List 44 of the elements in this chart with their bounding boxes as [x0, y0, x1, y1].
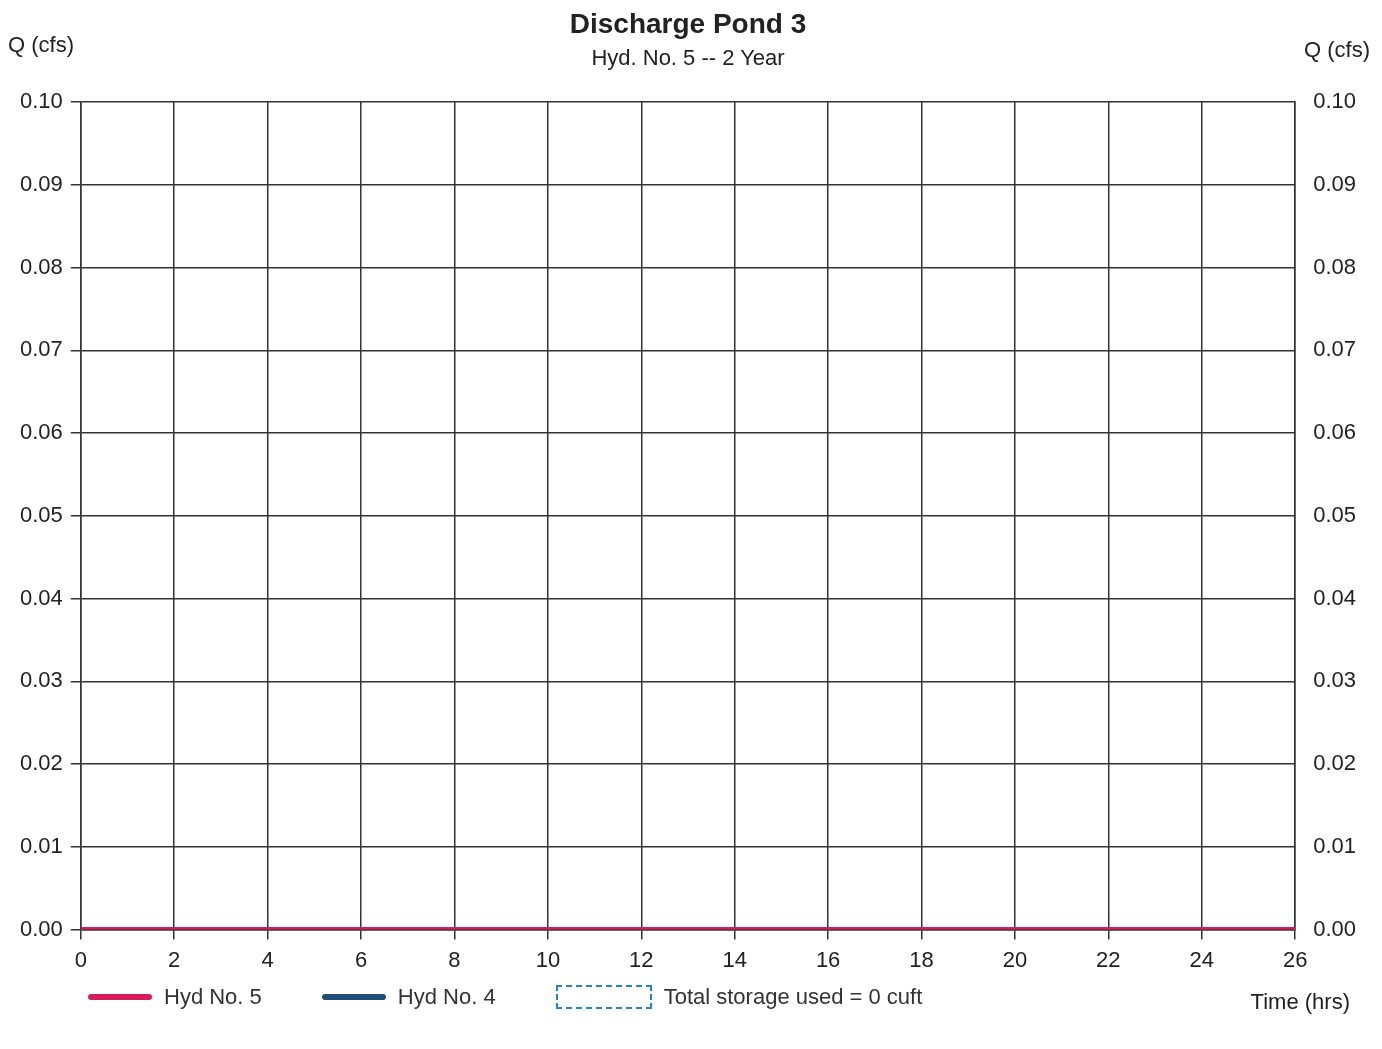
y-tick-label: 0.06 — [19, 419, 63, 445]
x-tick-label: 6 — [354, 946, 368, 972]
y2-tick-label: 0.06 — [1313, 419, 1357, 445]
text: Total storage used = 0 cuft — [663, 984, 923, 1010]
chart-title: Discharge Pond 3 — [569, 7, 807, 39]
y-tick-label: 0.00 — [19, 915, 63, 941]
y2-tick-label: 0.00 — [1313, 915, 1357, 941]
y-tick-label: 0.09 — [19, 170, 63, 196]
x-tick-label: 0 — [74, 946, 87, 972]
x-tick-label: 22 — [1096, 946, 1121, 972]
y2-tick-label: 0.07 — [1313, 336, 1357, 362]
y2-tick-label: 0.02 — [1313, 750, 1357, 776]
x-tick-label: 20 — [1002, 946, 1028, 972]
y2-tick-label: 0.05 — [1313, 501, 1357, 527]
legend-label: Hyd No. 5 — [164, 984, 262, 1010]
y2-tick-label: 0.04 — [1313, 584, 1357, 610]
y-tick-label: 0.05 — [19, 501, 63, 527]
y-tick-label: 0.03 — [19, 667, 63, 693]
x-tick-label: 26 — [1282, 946, 1308, 972]
x-tick-label: 14 — [722, 946, 747, 972]
y2-tick-label: 0.03 — [1313, 667, 1357, 693]
y2-axis-title: Q (cfs) — [1304, 37, 1370, 63]
y-tick-label: 0.08 — [19, 253, 63, 279]
x-tick-label: 2 — [168, 946, 181, 972]
x-tick-label: 10 — [535, 946, 561, 972]
x-tick-label: 16 — [815, 946, 841, 972]
x-tick-label: 4 — [261, 946, 274, 972]
x-tick-label: 12 — [629, 946, 654, 972]
y2-tick-label: 0.01 — [1313, 832, 1357, 858]
y2-tick-label: 0.10 — [1313, 88, 1357, 114]
y-tick-label: 0.01 — [19, 832, 63, 858]
y-tick-label: 0.07 — [19, 336, 63, 362]
y-tick-label: 0.04 — [19, 584, 63, 610]
legend-label: Hyd No. 4 — [397, 984, 496, 1010]
x-tick-label: 8 — [448, 946, 461, 972]
y-axis-title: Q (cfs) — [8, 32, 74, 58]
x-axis-title: Time (hrs) — [1250, 989, 1350, 1015]
chart-subtitle: Hyd. No. 5 -- 2 Year — [591, 44, 785, 70]
x-tick-label: 18 — [909, 946, 934, 972]
y-tick-label: 0.02 — [19, 750, 63, 776]
y2-tick-label: 0.08 — [1313, 253, 1357, 279]
y2-tick-label: 0.09 — [1313, 170, 1357, 196]
y-tick-label: 0.10 — [19, 88, 63, 114]
x-tick-label: 24 — [1189, 946, 1215, 972]
